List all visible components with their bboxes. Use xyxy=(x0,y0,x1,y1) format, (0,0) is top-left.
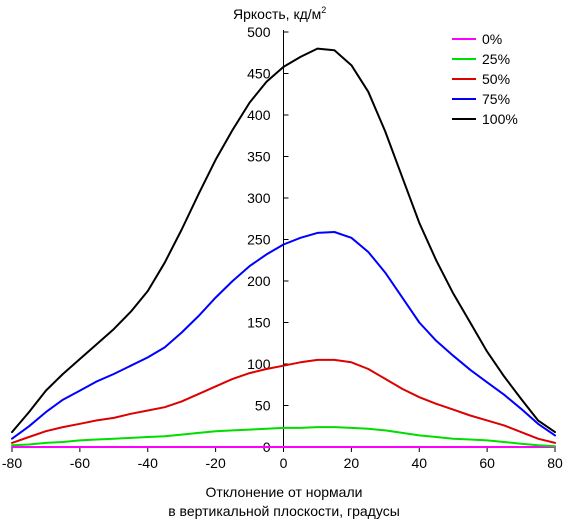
x-axis-title-line1: Отклонение от нормали xyxy=(206,484,363,500)
x-tick-label: -80 xyxy=(2,455,22,471)
x-tick-label: -20 xyxy=(206,455,226,471)
legend-label-0pct: 0% xyxy=(482,31,502,47)
x-tick-label: -40 xyxy=(138,455,158,471)
x-tick-label: 0 xyxy=(280,455,288,471)
y-tick-label: 500 xyxy=(247,24,271,40)
y-tick-label: 300 xyxy=(247,190,271,206)
y-tick-label: 250 xyxy=(247,232,271,248)
x-tick-label: 60 xyxy=(479,455,495,471)
x-tick-label: -60 xyxy=(70,455,90,471)
series-line-25pct xyxy=(11,426,556,448)
y-tick-label: 400 xyxy=(247,107,271,123)
x-axis-title-line2: в вертикальной плоскости, градусы xyxy=(168,503,400,519)
y-tick-label: 450 xyxy=(247,66,271,82)
y-tick-label: 350 xyxy=(247,149,271,165)
y-tick-label: 50 xyxy=(255,398,271,414)
y-tick-label: 150 xyxy=(247,315,271,331)
x-tick-label: 40 xyxy=(411,455,427,471)
legend-label-75pct: 75% xyxy=(482,91,510,107)
series-line-75pct xyxy=(11,231,556,440)
legend-label-50pct: 50% xyxy=(482,71,510,87)
legend-label-100pct: 100% xyxy=(482,111,518,127)
y-tick-label: 200 xyxy=(247,273,271,289)
series-line-100pct xyxy=(11,47,556,434)
legend-label-25pct: 25% xyxy=(482,51,510,67)
x-tick-label: 80 xyxy=(547,455,563,471)
y-tick-label: 100 xyxy=(247,356,271,372)
y-axis-title: Яркость, кд/м2 xyxy=(233,5,326,22)
x-tick-label: 20 xyxy=(344,455,360,471)
series-line-50pct xyxy=(11,358,556,444)
